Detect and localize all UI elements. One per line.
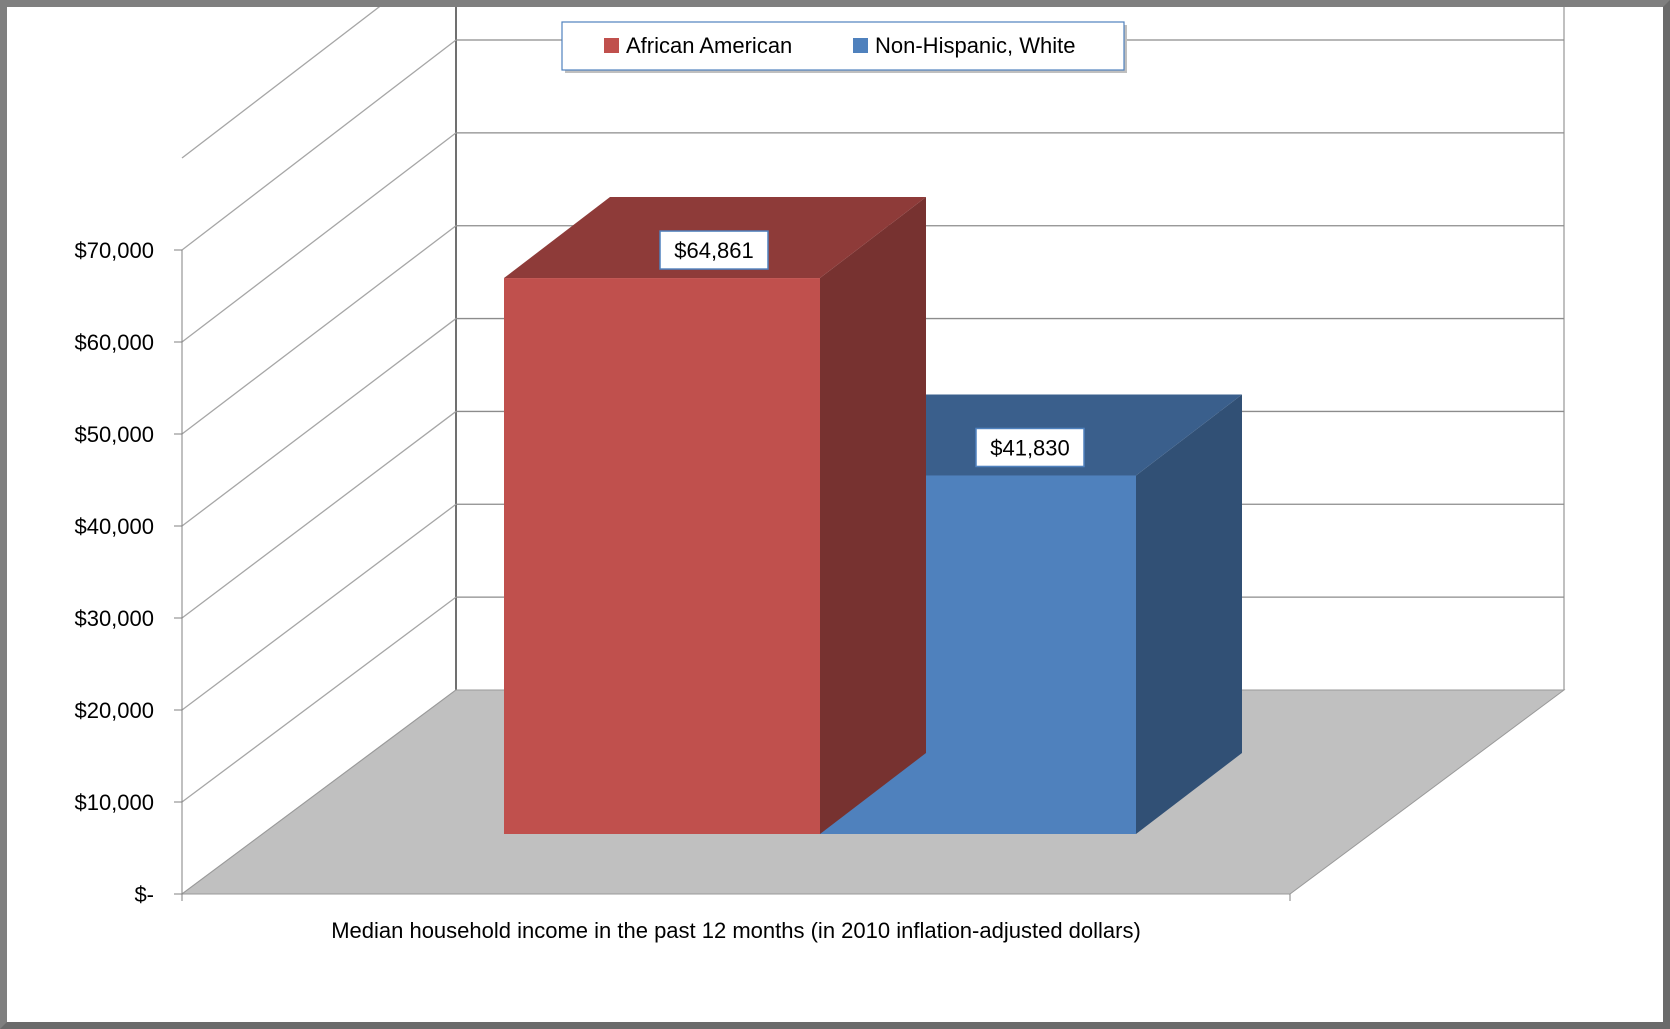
side-gridline — [181, 596, 457, 803]
y-tick-label: $70,000 — [74, 238, 154, 263]
side-gridline — [181, 410, 457, 619]
data-label: $64,861 — [674, 238, 754, 263]
chart-svg: $- $10,000 $20,000 $30,000 $40,000 $50,000 $60… — [74, 0, 1566, 943]
legend-label: Non-Hispanic, White — [875, 33, 1076, 58]
legend-box — [561, 21, 1125, 71]
bar-side-face — [820, 197, 926, 834]
legend-swatch — [853, 38, 868, 53]
legend-swatch — [604, 38, 619, 53]
side-gridline — [181, 225, 457, 435]
y-tick-label: $60,000 — [74, 330, 154, 355]
bar-african-american — [504, 197, 926, 834]
y-tick-label: $30,000 — [74, 606, 154, 631]
y-axis: $- $10,000 $20,000 $30,000 $40,000 $50,000 $60… — [74, 238, 183, 907]
y-tick-label: $40,000 — [74, 514, 154, 539]
bar-side-face — [1136, 394, 1242, 834]
data-label-box — [975, 427, 1085, 468]
data-labels: $64,861 $41,830 — [659, 230, 1085, 468]
side-gridline — [181, 39, 457, 251]
y-tick-label: $50,000 — [74, 422, 154, 447]
y-tick-label: $10,000 — [74, 790, 154, 815]
side-gridline — [181, 132, 457, 343]
y-tick-label: $20,000 — [74, 698, 154, 723]
bar-front-face — [504, 278, 820, 834]
x-axis-label: Median household income in the past 12 m… — [331, 918, 1141, 943]
x-axis: Median household income in the past 12 m… — [181, 894, 1291, 943]
legend-label: African American — [626, 33, 792, 58]
y-tick-label: $- — [134, 882, 154, 907]
side-gridline — [181, 0, 390, 159]
data-label: $41,830 — [990, 435, 1070, 460]
legend: African American Non-Hispanic, White — [561, 21, 1127, 73]
side-gridline — [181, 318, 457, 527]
side-gridline — [181, 503, 457, 711]
bars — [504, 197, 1242, 834]
data-label-box — [659, 230, 769, 270]
